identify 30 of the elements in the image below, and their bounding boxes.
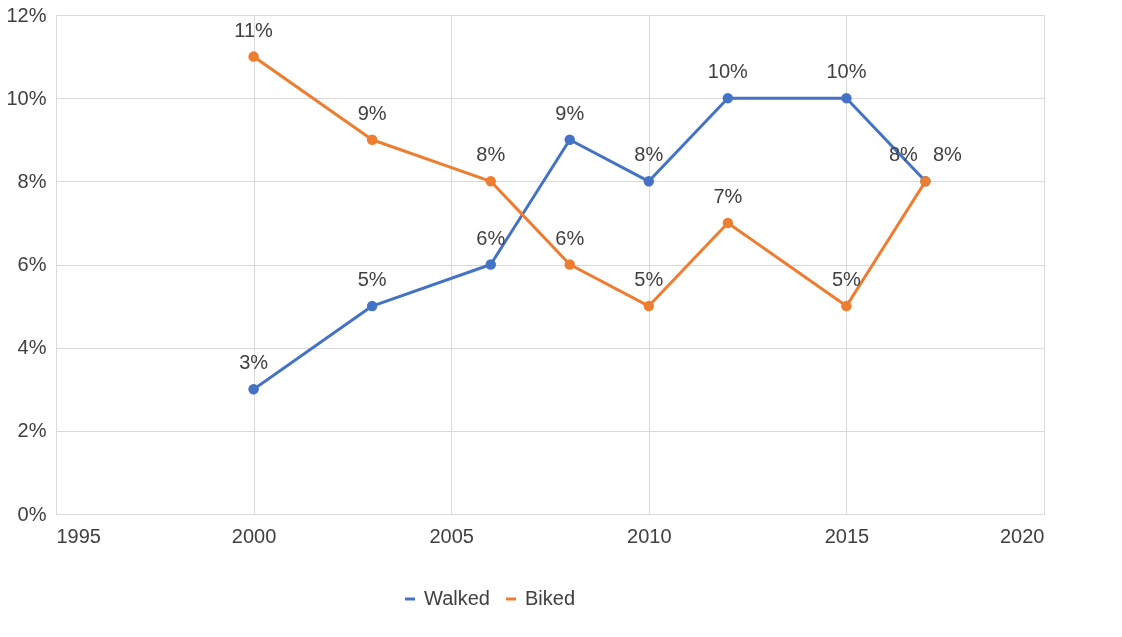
data-label: 3% <box>239 351 269 374</box>
data-label: 5% <box>634 268 664 291</box>
data-label: 10% <box>826 60 867 83</box>
data-label: 8% <box>932 143 963 166</box>
x-tick-label: 2010 <box>627 524 672 547</box>
legend-label: Biked <box>525 587 576 609</box>
data-label: 6% <box>476 226 506 249</box>
data-label: 9% <box>555 101 585 124</box>
data-label: 8% <box>476 143 506 166</box>
data-label: 9% <box>357 101 387 124</box>
x-tick-label: 2000 <box>231 524 277 547</box>
data-label: 11% <box>234 18 274 41</box>
x-tick-label: 2015 <box>824 524 870 547</box>
data-label: 10% <box>707 60 749 83</box>
x-tick-label: 2020 <box>1000 524 1045 547</box>
data-label: 6% <box>555 226 585 249</box>
data-label: 5% <box>357 268 387 291</box>
y-tick-label: 0% <box>17 502 47 525</box>
legend-label: Walked <box>424 587 490 609</box>
data-label: 7% <box>713 184 743 207</box>
y-tick-label: 8% <box>17 169 47 192</box>
y-tick-label: 2% <box>17 419 47 442</box>
data-label: 5% <box>831 268 862 291</box>
y-tick-label: 12% <box>6 3 47 26</box>
y-tick-label: 10% <box>6 86 47 109</box>
y-tick-label: 4% <box>17 336 47 359</box>
y-tick-label: 6% <box>17 253 47 275</box>
x-tick-label: 2005 <box>429 524 474 547</box>
data-label: 8% <box>634 143 664 166</box>
x-tick-label: 1995 <box>56 524 101 547</box>
